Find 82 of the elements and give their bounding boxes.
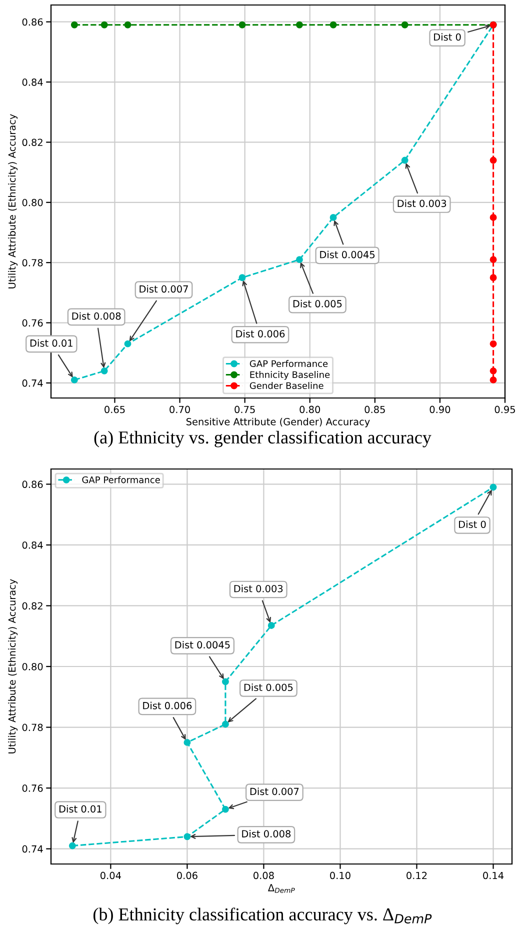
point xyxy=(490,274,497,282)
y-tick-label: 0.82 xyxy=(22,602,42,610)
x-tick-label: 0.08 xyxy=(254,872,274,880)
annotation: Dist 0.008 xyxy=(72,312,121,320)
y-tick-label: 0.76 xyxy=(22,784,43,792)
y-tick-label: 0.82 xyxy=(22,138,42,146)
text: (a) Ethnicity vs. gender classification accuracy xyxy=(94,430,432,448)
x-tick-label: 0.70 xyxy=(170,406,190,414)
x-tick-label: 0.85 xyxy=(364,406,385,414)
y-tick-label: 0.80 xyxy=(22,662,43,670)
annotation: Dist 0.005 xyxy=(244,684,293,692)
annotation: Dist 0.01 xyxy=(30,339,72,347)
y-tick-label: 0.80 xyxy=(22,198,43,206)
y-tick-label: 0.74 xyxy=(22,845,43,853)
y-axis-title: Utility Attribute (Ethnicity) Accuracy xyxy=(8,579,18,754)
annotation: Dist 0.005 xyxy=(293,300,342,308)
point xyxy=(70,21,78,28)
text: (b) Ethnicity classification accuracy vs. Δ$_{DemP}$ xyxy=(93,908,432,924)
y-axis-title: Utility Attribute (Ethnicity) Accuracy xyxy=(8,114,18,288)
annotation: Dist 0 xyxy=(434,33,461,41)
x-tick-label: 0.65 xyxy=(104,406,125,414)
point xyxy=(100,367,108,374)
x-tick-label: 0.90 xyxy=(430,406,450,414)
point xyxy=(124,340,132,348)
point xyxy=(401,21,408,28)
point xyxy=(222,720,229,728)
point xyxy=(490,367,497,374)
annotation: Dist 0.006 xyxy=(143,702,192,710)
point xyxy=(268,622,275,629)
x-tick-label: 0.14 xyxy=(483,872,504,880)
point xyxy=(296,21,303,28)
x-axis-title: Sensitive Attribute (Gender) Accuracy xyxy=(186,418,370,428)
point xyxy=(184,738,191,746)
annotation: Dist 0.008 xyxy=(242,830,291,838)
annotation: Dist 0.006 xyxy=(236,330,285,338)
y-tick-label: 0.86 xyxy=(22,18,43,26)
point xyxy=(490,340,497,348)
y-tick-label: 0.84 xyxy=(22,541,43,549)
x-tick-label: 0.95 xyxy=(494,406,515,414)
x-tick-label: 0.04 xyxy=(100,872,121,880)
point xyxy=(490,256,497,264)
legend-label: GAP Performance xyxy=(250,360,328,368)
point xyxy=(490,156,497,164)
annotation: Dist 0.003 xyxy=(398,200,446,208)
point xyxy=(490,484,497,491)
x-tick-label: 0.80 xyxy=(300,406,320,414)
y-tick-label: 0.78 xyxy=(22,259,43,266)
point xyxy=(238,21,246,28)
legend-label: Gender Baseline xyxy=(250,382,324,390)
point xyxy=(222,678,229,686)
point xyxy=(184,833,191,840)
legend-label: Ethnicity Baseline xyxy=(250,371,330,380)
x-axis-title: Δ$_{DemP}$ xyxy=(268,884,295,893)
annotation: Dist 0.0045 xyxy=(320,250,375,258)
y-tick-label: 0.76 xyxy=(22,319,43,327)
y-tick-label: 0.78 xyxy=(22,724,43,732)
point xyxy=(100,21,108,28)
point xyxy=(68,842,76,850)
y-tick-label: 0.84 xyxy=(22,78,43,86)
annotation: Dist 0.003 xyxy=(234,584,283,592)
point xyxy=(330,21,337,28)
y-tick-label: 0.86 xyxy=(22,480,43,488)
point xyxy=(296,256,303,264)
y-tick-label: 0.74 xyxy=(22,379,43,387)
x-tick-label: 0.75 xyxy=(234,406,255,414)
x-tick-label: 0.12 xyxy=(406,872,427,880)
legend-label: GAP Performance xyxy=(82,476,160,484)
annotation: Dist 0.0045 xyxy=(175,640,230,649)
annotation: Dist 0.007 xyxy=(250,788,299,796)
point xyxy=(238,274,246,282)
x-tick-label: 0.10 xyxy=(330,872,350,880)
point xyxy=(330,214,337,221)
point xyxy=(490,376,497,384)
annotation: Dist 0.007 xyxy=(140,285,188,293)
point xyxy=(124,21,132,28)
point xyxy=(222,806,229,813)
x-tick-label: 0.06 xyxy=(177,872,198,880)
point xyxy=(401,156,408,164)
point xyxy=(490,214,497,221)
annotation: Dist 0 xyxy=(459,520,486,528)
annotation: Dist 0.01 xyxy=(59,805,102,813)
point xyxy=(70,376,78,384)
